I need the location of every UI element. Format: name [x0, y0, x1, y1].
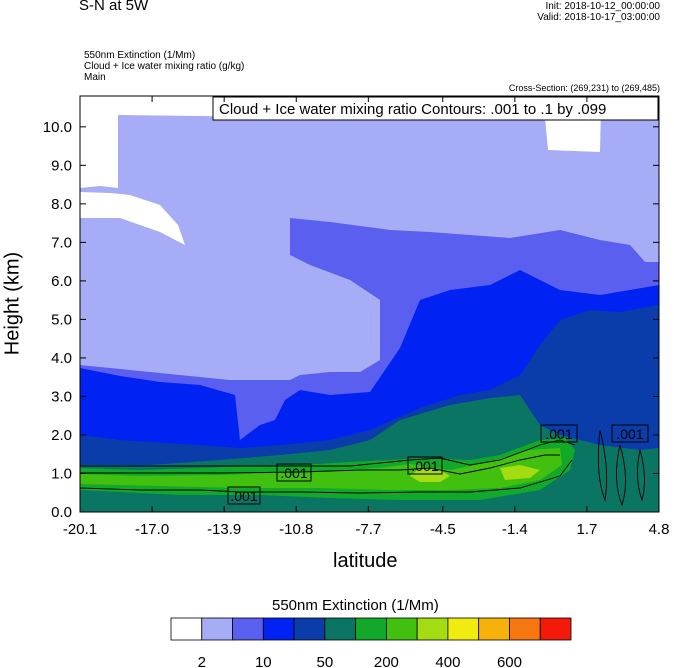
- colorbar-swatch: [293, 617, 326, 641]
- contour-label: .001: [230, 488, 257, 504]
- y-tick-label: 8.0: [51, 196, 72, 213]
- plot-title: S-N at 5W: [79, 0, 149, 14]
- contour-line: [80, 459, 573, 494]
- colorbar-swatch: [539, 617, 572, 641]
- contour-line: [637, 449, 645, 502]
- y-tick-label: 6.0: [51, 273, 72, 290]
- field-band-white-patch: [80, 192, 185, 245]
- x-tick-label: -1.4: [502, 521, 528, 538]
- contour-label: .001: [545, 426, 572, 442]
- cross-section-label: Cross-Section: (269,231) to (269,485): [508, 83, 660, 93]
- colorbar-label: 200: [374, 654, 399, 668]
- field-label-domain: Main: [84, 72, 106, 83]
- colorbar-label: 400: [435, 654, 460, 668]
- mixing-ratio-contours: [80, 429, 645, 507]
- contour-label-box: [611, 424, 649, 443]
- extinction-field: [80, 96, 659, 512]
- colorbar-swatch: [385, 617, 418, 641]
- contour-line: [616, 444, 626, 507]
- colorbar-swatch: [478, 617, 510, 641]
- contour-label: .001: [280, 465, 307, 481]
- valid-time: Valid: 2018-10-17_03:00:00: [537, 12, 660, 23]
- y-tick-label: 10.0: [43, 119, 72, 136]
- x-tick-label: -13.9: [207, 521, 241, 538]
- x-tick-label: -7.7: [355, 521, 381, 538]
- contour-line: [80, 439, 576, 467]
- contour-line: [80, 454, 560, 475]
- x-tick-label: -17.0: [135, 521, 169, 538]
- y-tick-label: 0.0: [51, 504, 72, 521]
- contour-label-box: [227, 486, 261, 505]
- colorbar-label: 2: [198, 654, 206, 668]
- colorbar-swatch: [355, 617, 387, 641]
- y-tick-label: 3.0: [51, 388, 72, 405]
- y-tick-label: 7.0: [51, 234, 72, 251]
- y-tick-label: 4.0: [51, 350, 72, 367]
- colorbar-swatch: [201, 617, 233, 641]
- y-tick-label: 2.0: [51, 427, 72, 444]
- contour-line: [597, 429, 608, 502]
- plot-frame: [79, 95, 660, 513]
- x-tick-label: -4.5: [430, 521, 456, 538]
- contour-label: .001: [616, 426, 643, 442]
- colorbar-swatch: [324, 617, 357, 641]
- colorbar-swatch: [262, 617, 295, 641]
- contour-label-box: [276, 463, 312, 482]
- x-tick-label: 1.7: [576, 521, 597, 538]
- x-tick-label: -10.8: [279, 521, 313, 538]
- field-band-lime: [410, 465, 540, 482]
- field-label-extinction: 550nm Extinction (1/Mm): [84, 50, 196, 61]
- colorbar-swatch: [447, 617, 480, 641]
- init-time: Init: 2018-10-12_00:00:00: [545, 1, 660, 12]
- y-axis-label: Height (km): [1, 251, 24, 356]
- contour-info-box: [212, 96, 659, 121]
- colorbar-swatch: [232, 617, 264, 641]
- colorbar-swatch: [170, 617, 203, 641]
- field-label-mixing-ratio: Cloud + Ice water mixing ratio (g/kg): [84, 61, 245, 72]
- y-tick-label: 1.0: [51, 465, 72, 482]
- x-tick-label: 4.8: [649, 521, 670, 538]
- colorbar-swatch: [509, 617, 541, 641]
- x-axis-label: latitude: [333, 550, 398, 572]
- contour-label-box: [407, 456, 443, 475]
- contour-label: .001: [411, 458, 438, 474]
- colorbar-swatch: [416, 617, 449, 641]
- contour-info-text: Cloud + Ice water mixing ratio Contours:…: [219, 101, 606, 118]
- contour-label-box: [540, 424, 578, 443]
- colorbar-label: 50: [317, 654, 334, 668]
- colorbar-label: 10: [255, 654, 272, 668]
- y-tick-label: 9.0: [51, 157, 72, 174]
- y-tick-label: 5.0: [51, 311, 72, 328]
- colorbar-title: 550nm Extinction (1/Mm): [272, 597, 439, 614]
- x-tick-label: -20.1: [63, 521, 97, 538]
- colorbar-label: 600: [497, 654, 522, 668]
